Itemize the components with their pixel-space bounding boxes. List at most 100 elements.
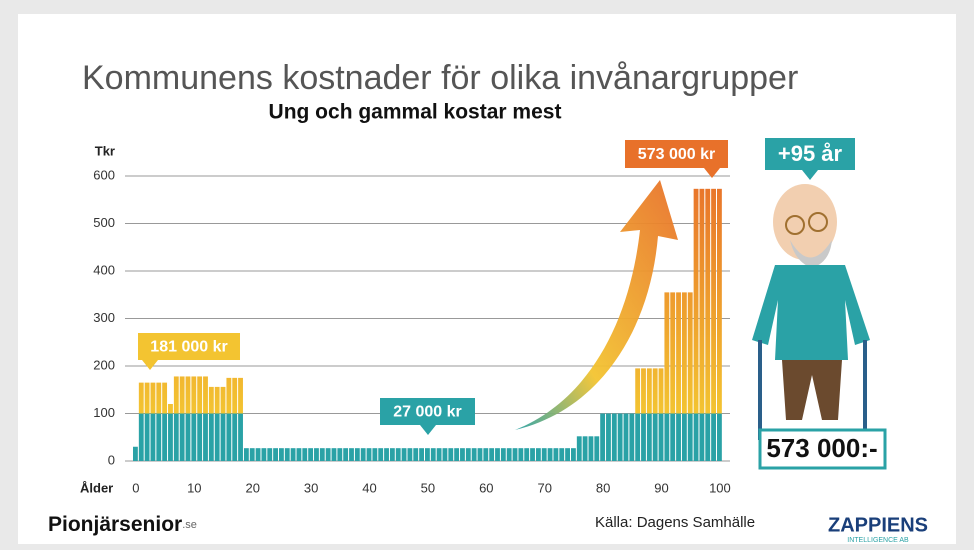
bar	[337, 448, 342, 461]
bar	[244, 448, 249, 461]
x-tick-label: 20	[245, 480, 259, 495]
bar	[215, 387, 220, 461]
bar	[402, 448, 407, 461]
bar	[589, 436, 594, 461]
bar	[232, 378, 237, 461]
bar	[314, 448, 319, 461]
callout-label: 27 000 kr	[393, 404, 462, 421]
bar	[186, 376, 191, 461]
y-tick-label: 200	[93, 357, 115, 372]
y-tick-label: 300	[93, 310, 115, 325]
bar	[156, 383, 161, 461]
price-label: 573 000:-	[766, 433, 877, 463]
bar	[226, 378, 231, 461]
bar	[530, 448, 535, 461]
bar	[372, 448, 377, 461]
bar	[238, 378, 243, 461]
bar	[145, 383, 150, 461]
bar	[221, 387, 226, 461]
chart-subtitle: Ung och gammal kostar mest	[269, 101, 562, 124]
bar	[472, 448, 477, 461]
x-tick-label: 40	[362, 480, 376, 495]
infographic: Kommunens kostnader för olika invånargru…	[0, 0, 974, 550]
bar	[413, 448, 418, 461]
y-tick-label: 500	[93, 215, 115, 230]
x-tick-label: 100	[709, 480, 731, 495]
x-tick-label: 60	[479, 480, 493, 495]
logo: ZAPPIENS	[828, 514, 928, 536]
bar	[162, 383, 167, 461]
bar	[664, 292, 669, 461]
y-axis-label: Tkr	[95, 143, 115, 158]
bar	[676, 292, 681, 461]
bar	[151, 383, 156, 461]
bar	[133, 447, 138, 461]
y-tick-label: 0	[108, 452, 115, 467]
bar	[267, 448, 272, 461]
bar	[688, 292, 693, 461]
brand: Pionjärsenior.se	[48, 513, 197, 536]
callout-label: 181 000 kr	[150, 339, 227, 356]
bar	[261, 448, 266, 461]
bar	[513, 448, 518, 461]
bar	[705, 189, 710, 461]
bar	[606, 414, 611, 462]
bar	[489, 448, 494, 461]
bar	[559, 448, 564, 461]
x-tick-label: 70	[537, 480, 551, 495]
brand-name: Pionjärsenior	[48, 513, 182, 536]
bar	[355, 448, 360, 461]
bar	[203, 376, 208, 461]
bar	[629, 414, 634, 462]
bar	[332, 448, 337, 461]
bar	[495, 448, 500, 461]
bar	[378, 448, 383, 461]
bar	[565, 448, 570, 461]
bar	[501, 448, 506, 461]
bar	[583, 436, 588, 461]
bar	[197, 376, 202, 461]
bar	[256, 448, 261, 461]
age-badge: +95 år	[778, 141, 843, 166]
bar	[361, 448, 366, 461]
bar	[367, 448, 372, 461]
bar	[343, 448, 348, 461]
bar	[571, 448, 576, 461]
bar	[273, 448, 278, 461]
bar	[548, 448, 553, 461]
y-tick-label: 600	[93, 167, 115, 182]
x-axis-label: Ålder	[80, 480, 113, 495]
bar	[466, 448, 471, 461]
bar	[384, 448, 389, 461]
logo-sub: INTELLIGENCE AB	[847, 537, 909, 544]
bar	[390, 448, 395, 461]
bar	[553, 448, 558, 461]
bar	[618, 414, 623, 462]
bar	[518, 448, 523, 461]
bar	[536, 448, 541, 461]
bar	[191, 376, 196, 461]
bar	[699, 189, 704, 461]
bar	[647, 368, 652, 461]
bar	[641, 368, 646, 461]
bar	[396, 448, 401, 461]
source: Källa: Dagens Samhälle	[595, 514, 755, 531]
bar	[524, 448, 529, 461]
x-tick-label: 90	[654, 480, 668, 495]
bar	[407, 448, 412, 461]
bar	[285, 448, 290, 461]
bar	[594, 436, 599, 461]
bar	[209, 387, 214, 461]
y-tick-label: 100	[93, 405, 115, 420]
bar	[349, 448, 354, 461]
bar	[507, 448, 512, 461]
chart-title: Kommunens kostnader för olika invånargru…	[82, 59, 798, 97]
bar	[682, 292, 687, 461]
x-tick-label: 10	[187, 480, 201, 495]
bar	[297, 448, 302, 461]
bar	[478, 448, 483, 461]
bar	[326, 448, 331, 461]
callout-label: 573 000 kr	[638, 146, 715, 163]
bar	[431, 448, 436, 461]
x-tick-label: 0	[132, 480, 139, 495]
